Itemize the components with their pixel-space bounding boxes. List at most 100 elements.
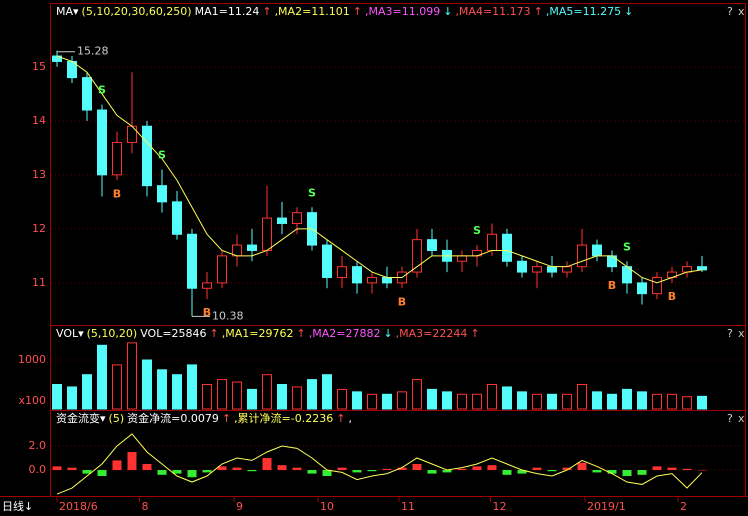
x-tick-label: 11 (401, 500, 415, 513)
close-icon[interactable]: x (738, 327, 745, 340)
header-item: ↑ (534, 5, 543, 18)
volume-bar (352, 391, 362, 410)
header-item: ,MA5=11.275 (546, 5, 621, 18)
header-item: ,累计净流=-0.2236 (234, 411, 333, 425)
candle-body (277, 217, 287, 224)
volume-bar (382, 393, 392, 410)
flow-bar (667, 467, 677, 471)
candle-body (292, 212, 302, 224)
flow-bar (577, 462, 587, 471)
flow-bar (97, 470, 107, 477)
volume-bar (82, 374, 92, 410)
flow-bar (247, 470, 257, 472)
y-tick-label: 11 (32, 276, 46, 289)
panel-header: VOL▾ (5,10,20) VOL=25846 ↑ ,MA1=29762 ↑ ,MA2=2… (56, 327, 480, 340)
header-item: VOL=25846 (140, 327, 206, 340)
flow-bar (397, 467, 407, 471)
flow-bar (697, 469, 707, 471)
header-item: ,MA3=22244 (396, 327, 468, 340)
flow-bar (367, 470, 377, 472)
volume-bar (652, 393, 662, 410)
close-icon[interactable]: x (738, 5, 745, 18)
candle-body (532, 266, 542, 273)
volume-bar (112, 364, 122, 410)
volume-bar (517, 391, 527, 410)
flow-bar (202, 470, 212, 473)
signal-label: B (608, 279, 616, 292)
candle-body (247, 244, 257, 251)
candle-body (367, 276, 377, 284)
y-tick-label: 15 (32, 60, 46, 73)
candle-body (457, 255, 467, 262)
volume-bar (157, 369, 167, 410)
flow-bar (682, 468, 692, 471)
candle-body (502, 233, 512, 262)
volume-bar (172, 374, 182, 410)
candle-body (97, 109, 107, 176)
panel-header: MA▾ (5,10,20,30,60,250) MA1=11.24 ↑ ,MA2=11.… (56, 5, 633, 18)
volume-bar (607, 393, 617, 410)
flow-bar (382, 468, 392, 471)
signal-label: S (308, 186, 316, 199)
volume-bar (397, 391, 407, 410)
candle-body (187, 233, 197, 289)
flow-bar (607, 470, 617, 474)
volume-bar (667, 393, 677, 410)
annotation-label: 10.38 (212, 309, 244, 322)
header-item: ↑ (262, 5, 271, 18)
signal-label: S (623, 240, 631, 253)
volume-bar (232, 381, 242, 410)
candle-body (637, 282, 647, 295)
x-tick-label: 10 (320, 500, 334, 513)
volume-bar (127, 342, 137, 410)
help-icon[interactable]: ? (727, 5, 733, 18)
header-item: ↑ (210, 327, 219, 340)
help-icon[interactable]: ? (727, 412, 733, 425)
flow-bar (172, 470, 182, 474)
flow-bar (637, 470, 647, 475)
header-item: ,MA2=27882 (309, 327, 381, 340)
flow-bar (517, 470, 527, 474)
signal-label: S (158, 148, 166, 161)
header-item: ,MA2=11.101 (275, 5, 350, 18)
candle-body (112, 141, 122, 176)
flow-bar (262, 457, 272, 471)
flow-bar (427, 470, 437, 474)
flow-bar (307, 470, 317, 474)
y-tick-label: 2.0 (29, 439, 47, 452)
candle-body (127, 125, 137, 143)
x-tick-label: 2018/6 (59, 500, 98, 513)
volume-bar (202, 384, 212, 410)
signal-label: B (203, 306, 211, 319)
header-item: ↓ (383, 327, 392, 340)
candle-body (592, 244, 602, 257)
candle-body (82, 77, 92, 111)
header-item: ,MA1=29762 (222, 327, 294, 340)
flow-bar (217, 466, 227, 471)
header-item: ↑ (336, 412, 345, 425)
signal-label: B (113, 187, 121, 200)
help-icon[interactable]: ? (727, 327, 733, 340)
signal-label: S (98, 84, 106, 97)
candle-body (352, 266, 362, 284)
candle-body (547, 266, 557, 273)
close-icon[interactable]: x (738, 412, 745, 425)
annotation-label: 15.28 (77, 45, 109, 58)
volume-bar (262, 374, 272, 410)
volume-bar (67, 386, 77, 410)
volume-bar (442, 391, 452, 410)
flow-bar (292, 467, 302, 471)
header-item: ↓ (443, 5, 452, 18)
y-tick-label: 1000 (18, 353, 46, 366)
volume-bar (427, 388, 437, 410)
flow-bar (127, 451, 137, 471)
flow-bar (337, 467, 347, 471)
flow-bar (532, 467, 542, 471)
candle-body (652, 276, 662, 295)
panel-header: 资金流变▾ (5) 资金净流=0.0079 ↑ ,累计净流=-0.2236 ↑, (56, 411, 352, 425)
candle-body (577, 244, 587, 268)
period-label: 日线↓ (2, 499, 33, 513)
header-item: MA1=11.24 (195, 5, 260, 18)
header-item: ,MA4=11.173 (455, 5, 530, 18)
